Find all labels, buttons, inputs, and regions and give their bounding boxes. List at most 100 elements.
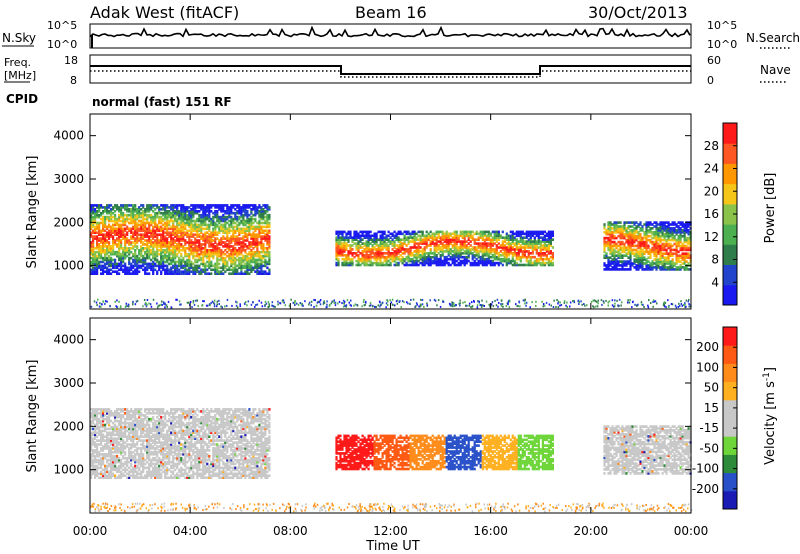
scatter-cell <box>679 223 682 226</box>
scatter-cell <box>615 225 618 228</box>
scatter-cell <box>359 230 362 234</box>
nave-right-label: Nave <box>760 63 791 77</box>
ground-scatter-cell <box>406 301 408 304</box>
scatter-cell <box>120 268 123 272</box>
scatter-cell <box>226 264 229 268</box>
scatter-cell <box>369 250 372 253</box>
scatter-cell <box>445 250 448 253</box>
scatter-cell <box>655 254 658 257</box>
scatter-cell <box>108 262 111 266</box>
scatter-cell <box>433 238 436 241</box>
ground-scatter-cell <box>322 301 325 304</box>
scatter-cell <box>128 252 131 256</box>
scatter-cell <box>687 246 690 250</box>
scatter-cell <box>102 241 105 244</box>
scatter-cell <box>186 221 189 225</box>
scatter-cell <box>114 217 117 221</box>
scatter-cell <box>190 204 193 207</box>
scatter-cell <box>479 248 482 251</box>
scatter-cell <box>525 246 528 249</box>
scatter-cell <box>164 225 167 229</box>
scatter-cell <box>174 266 177 270</box>
scatter-cell <box>453 257 456 261</box>
scatter-cell <box>447 238 450 241</box>
scatter-cell <box>635 225 638 228</box>
scatter-cell <box>210 204 213 207</box>
scatter-cell <box>515 238 518 241</box>
scatter-cell <box>250 235 253 238</box>
scatter-cell <box>435 261 438 265</box>
scatter-cell <box>457 234 460 238</box>
scatter-cell <box>216 217 219 221</box>
scatter-cell <box>639 238 642 242</box>
scatter-cell <box>190 252 193 256</box>
scatter-cell <box>621 229 624 232</box>
scatter-cell <box>228 258 231 262</box>
scatter-cell <box>252 247 255 250</box>
scatter-cell <box>469 232 472 236</box>
scatter-cell <box>639 264 642 267</box>
scatter-cell <box>164 245 167 248</box>
scatter-cell <box>623 260 626 263</box>
scatter-cell <box>240 208 243 211</box>
scatter-cell <box>679 227 682 230</box>
scatter-cell <box>641 242 644 246</box>
scatter-cell <box>401 259 404 263</box>
scatter-cell <box>198 219 201 223</box>
scatter-cell <box>252 268 255 272</box>
scatter-cell <box>651 231 654 234</box>
scatter-cell <box>202 264 205 268</box>
scatter-cell <box>170 231 173 234</box>
scatter-cell <box>210 264 213 268</box>
scatter-cell <box>615 236 618 240</box>
scatter-cell <box>423 246 426 249</box>
scatter-cell <box>497 261 500 265</box>
scatter-cell <box>138 237 141 240</box>
scatter-cell <box>607 266 610 269</box>
scatter-cell <box>110 227 113 231</box>
scatter-cell <box>683 225 686 228</box>
scatter-cell <box>134 241 137 244</box>
scatter-cell <box>160 260 163 264</box>
scatter-cell <box>112 241 115 244</box>
scatter-cell <box>210 249 213 252</box>
scatter-cell <box>547 259 550 263</box>
scatter-cell <box>513 244 516 247</box>
scatter-cell <box>375 250 378 253</box>
scatter-cell <box>413 242 416 245</box>
scatter-cell <box>218 254 221 258</box>
scatter-cell <box>142 264 145 268</box>
scatter-cell <box>168 243 171 246</box>
scatter-cell <box>132 233 135 236</box>
scatter-cell <box>254 227 257 231</box>
scatter-cell <box>661 242 664 246</box>
scatter-cell <box>174 260 177 264</box>
scatter-cell <box>156 233 159 236</box>
scatter-cell <box>140 264 143 268</box>
scatter-cell <box>192 229 195 233</box>
ground-scatter-cell <box>548 303 551 306</box>
scatter-cell <box>224 227 227 231</box>
scatter-cell <box>146 250 149 254</box>
scatter-cell <box>645 266 648 269</box>
scatter-cell <box>138 233 141 236</box>
scatter-cell <box>487 254 490 257</box>
scatter-cell <box>455 259 458 263</box>
scatter-cell <box>166 233 169 236</box>
scatter-cell <box>463 244 466 247</box>
scatter-cell <box>110 264 113 268</box>
ground-scatter-cell <box>479 304 481 306</box>
scatter-cell <box>232 250 235 254</box>
scatter-cell <box>547 261 550 265</box>
scatter-cell <box>166 243 169 246</box>
scatter-cell <box>144 223 147 227</box>
scatter-cell <box>687 252 690 255</box>
scatter-cell <box>244 250 247 254</box>
scatter-cell <box>176 210 179 213</box>
scatter-cell <box>475 246 478 249</box>
scatter-cell <box>186 213 189 217</box>
scatter-cell <box>399 257 402 261</box>
scatter-cell <box>254 260 257 264</box>
scatter-cell <box>192 233 195 236</box>
scatter-cell <box>214 264 217 268</box>
